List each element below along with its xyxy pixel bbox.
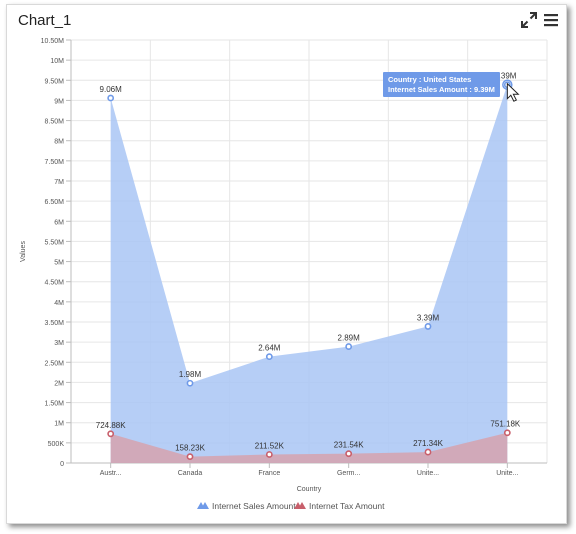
y-tick-label: 500K [48,441,65,448]
x-tick-label: Austr... [100,470,122,477]
data-point[interactable] [503,429,511,437]
data-point[interactable] [265,451,273,458]
chart-widget-panel: 0 500K 1M 1.50M 2M 2.50M 3M 3.50M 4M 4.50M 5M 5.50M… [6,4,567,524]
y-tick-label: 8M [54,139,64,146]
y-tick-label: 6.50M [45,199,65,206]
mouse-cursor-icon [506,82,520,102]
x-tick-label: Germ... [337,470,360,477]
data-label: 158.23K [175,444,205,453]
data-label: 2.64M [258,344,281,353]
y-tick-label: 5M [54,260,64,267]
y-tick-label: 7M [54,179,64,186]
expand-icon[interactable] [520,11,538,29]
data-point[interactable] [424,323,432,330]
data-point[interactable] [107,94,115,102]
data-point[interactable] [265,353,273,361]
area-chart: 0 500K 1M 1.50M 2M 2.50M 3M 3.50M 4M 4.50M 5M 5.50M… [20,38,548,511]
y-tick-label: 9.50M [45,78,65,85]
tooltip-box [383,72,500,97]
x-axis-title: Country [297,486,322,493]
data-point[interactable] [424,448,432,456]
x-tick-label: Unite... [417,470,439,477]
hamburger-menu-icon[interactable] [542,11,560,29]
data-point[interactable] [345,450,353,458]
tooltip-line-2: Internet Sales Amount : 9.39M [388,85,495,94]
y-tick-label: 4M [54,300,64,307]
y-tick-label: 6M [54,219,64,226]
y-tick-label: 4.50M [45,280,65,287]
y-tick-label: 9M [54,98,64,105]
legend-marker [294,502,306,509]
y-tick-label: 1.50M [45,401,65,408]
data-point[interactable] [186,453,194,461]
x-tick-label: Canada [178,470,203,477]
data-label: 1.98M [179,370,202,379]
data-label: 2.89M [338,334,361,343]
y-tick-label: 8.50M [45,119,65,126]
data-label: 724.88K [96,421,126,430]
data-label: 271.34K [413,439,443,448]
series-area-tax [110,432,508,463]
y-tick-label: 3.50M [45,320,65,327]
y-tick-label: 7.50M [45,159,65,166]
tooltip-line-1: Country : United States [388,75,471,84]
x-tick-label: Unite... [496,470,518,477]
legend-item-label[interactable]: Internet Tax Amount [309,501,385,511]
data-label: 9.06M [100,85,123,94]
data-label: 231.54K [334,441,364,450]
data-label: 211.52K [255,441,285,450]
y-tick-label: 2M [54,380,64,387]
series-area-sales [110,84,508,464]
data-point[interactable] [186,379,194,387]
legend-item-label[interactable]: Internet Sales Amount [212,501,296,511]
legend-marker [197,502,209,509]
data-point[interactable] [107,430,115,438]
data-point[interactable] [345,343,353,350]
data-label: 9.39M [494,72,517,81]
y-tick-label: 5.50M [45,239,65,246]
y-tick-label: 0 [60,461,64,468]
y-tick-label: 1M [54,421,64,428]
y-tick-label: 2.50M [45,360,65,367]
x-tick-label: France [258,470,280,477]
data-label: 751.18K [490,420,520,429]
y-tick-label: 10M [50,58,64,65]
data-label: 3.39M [417,313,440,322]
chart-title: Chart_1 [18,12,72,29]
y-tick-label: 3M [54,340,64,347]
y-axis-title: Values [20,241,27,262]
y-tick-label: 10.50M [41,38,65,45]
